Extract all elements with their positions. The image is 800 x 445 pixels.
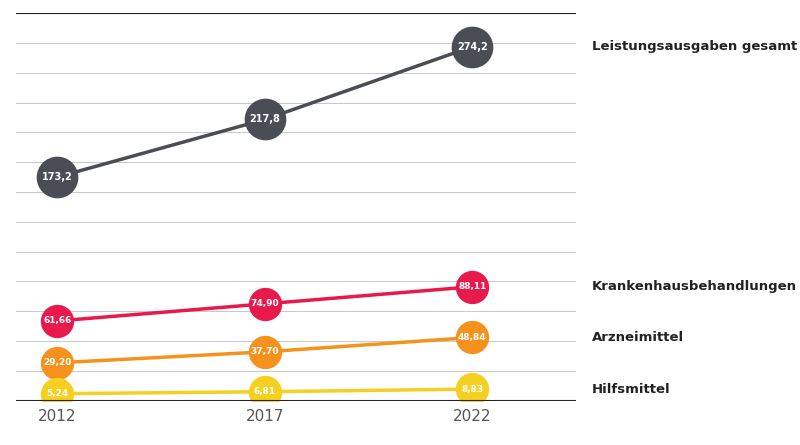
Text: 48,84: 48,84 — [458, 333, 486, 342]
Text: Hilfsmittel: Hilfsmittel — [592, 383, 670, 396]
Text: 173,2: 173,2 — [42, 172, 73, 182]
Text: 61,66: 61,66 — [43, 316, 72, 325]
Text: Arzneimittel: Arzneimittel — [592, 331, 684, 344]
Text: Leistungsausgaben gesamt: Leistungsausgaben gesamt — [592, 40, 798, 53]
Text: Krankenhausbehandlungen: Krankenhausbehandlungen — [592, 280, 797, 293]
Text: 88,11: 88,11 — [458, 282, 486, 291]
Text: 8,83: 8,83 — [462, 384, 483, 394]
Text: 6,81: 6,81 — [254, 387, 276, 396]
Text: 37,70: 37,70 — [250, 348, 279, 356]
Text: 5,24: 5,24 — [46, 389, 69, 398]
Text: 217,8: 217,8 — [250, 114, 280, 125]
Text: 29,20: 29,20 — [43, 358, 72, 367]
Text: 274,2: 274,2 — [457, 42, 488, 52]
Text: 74,90: 74,90 — [250, 299, 279, 308]
